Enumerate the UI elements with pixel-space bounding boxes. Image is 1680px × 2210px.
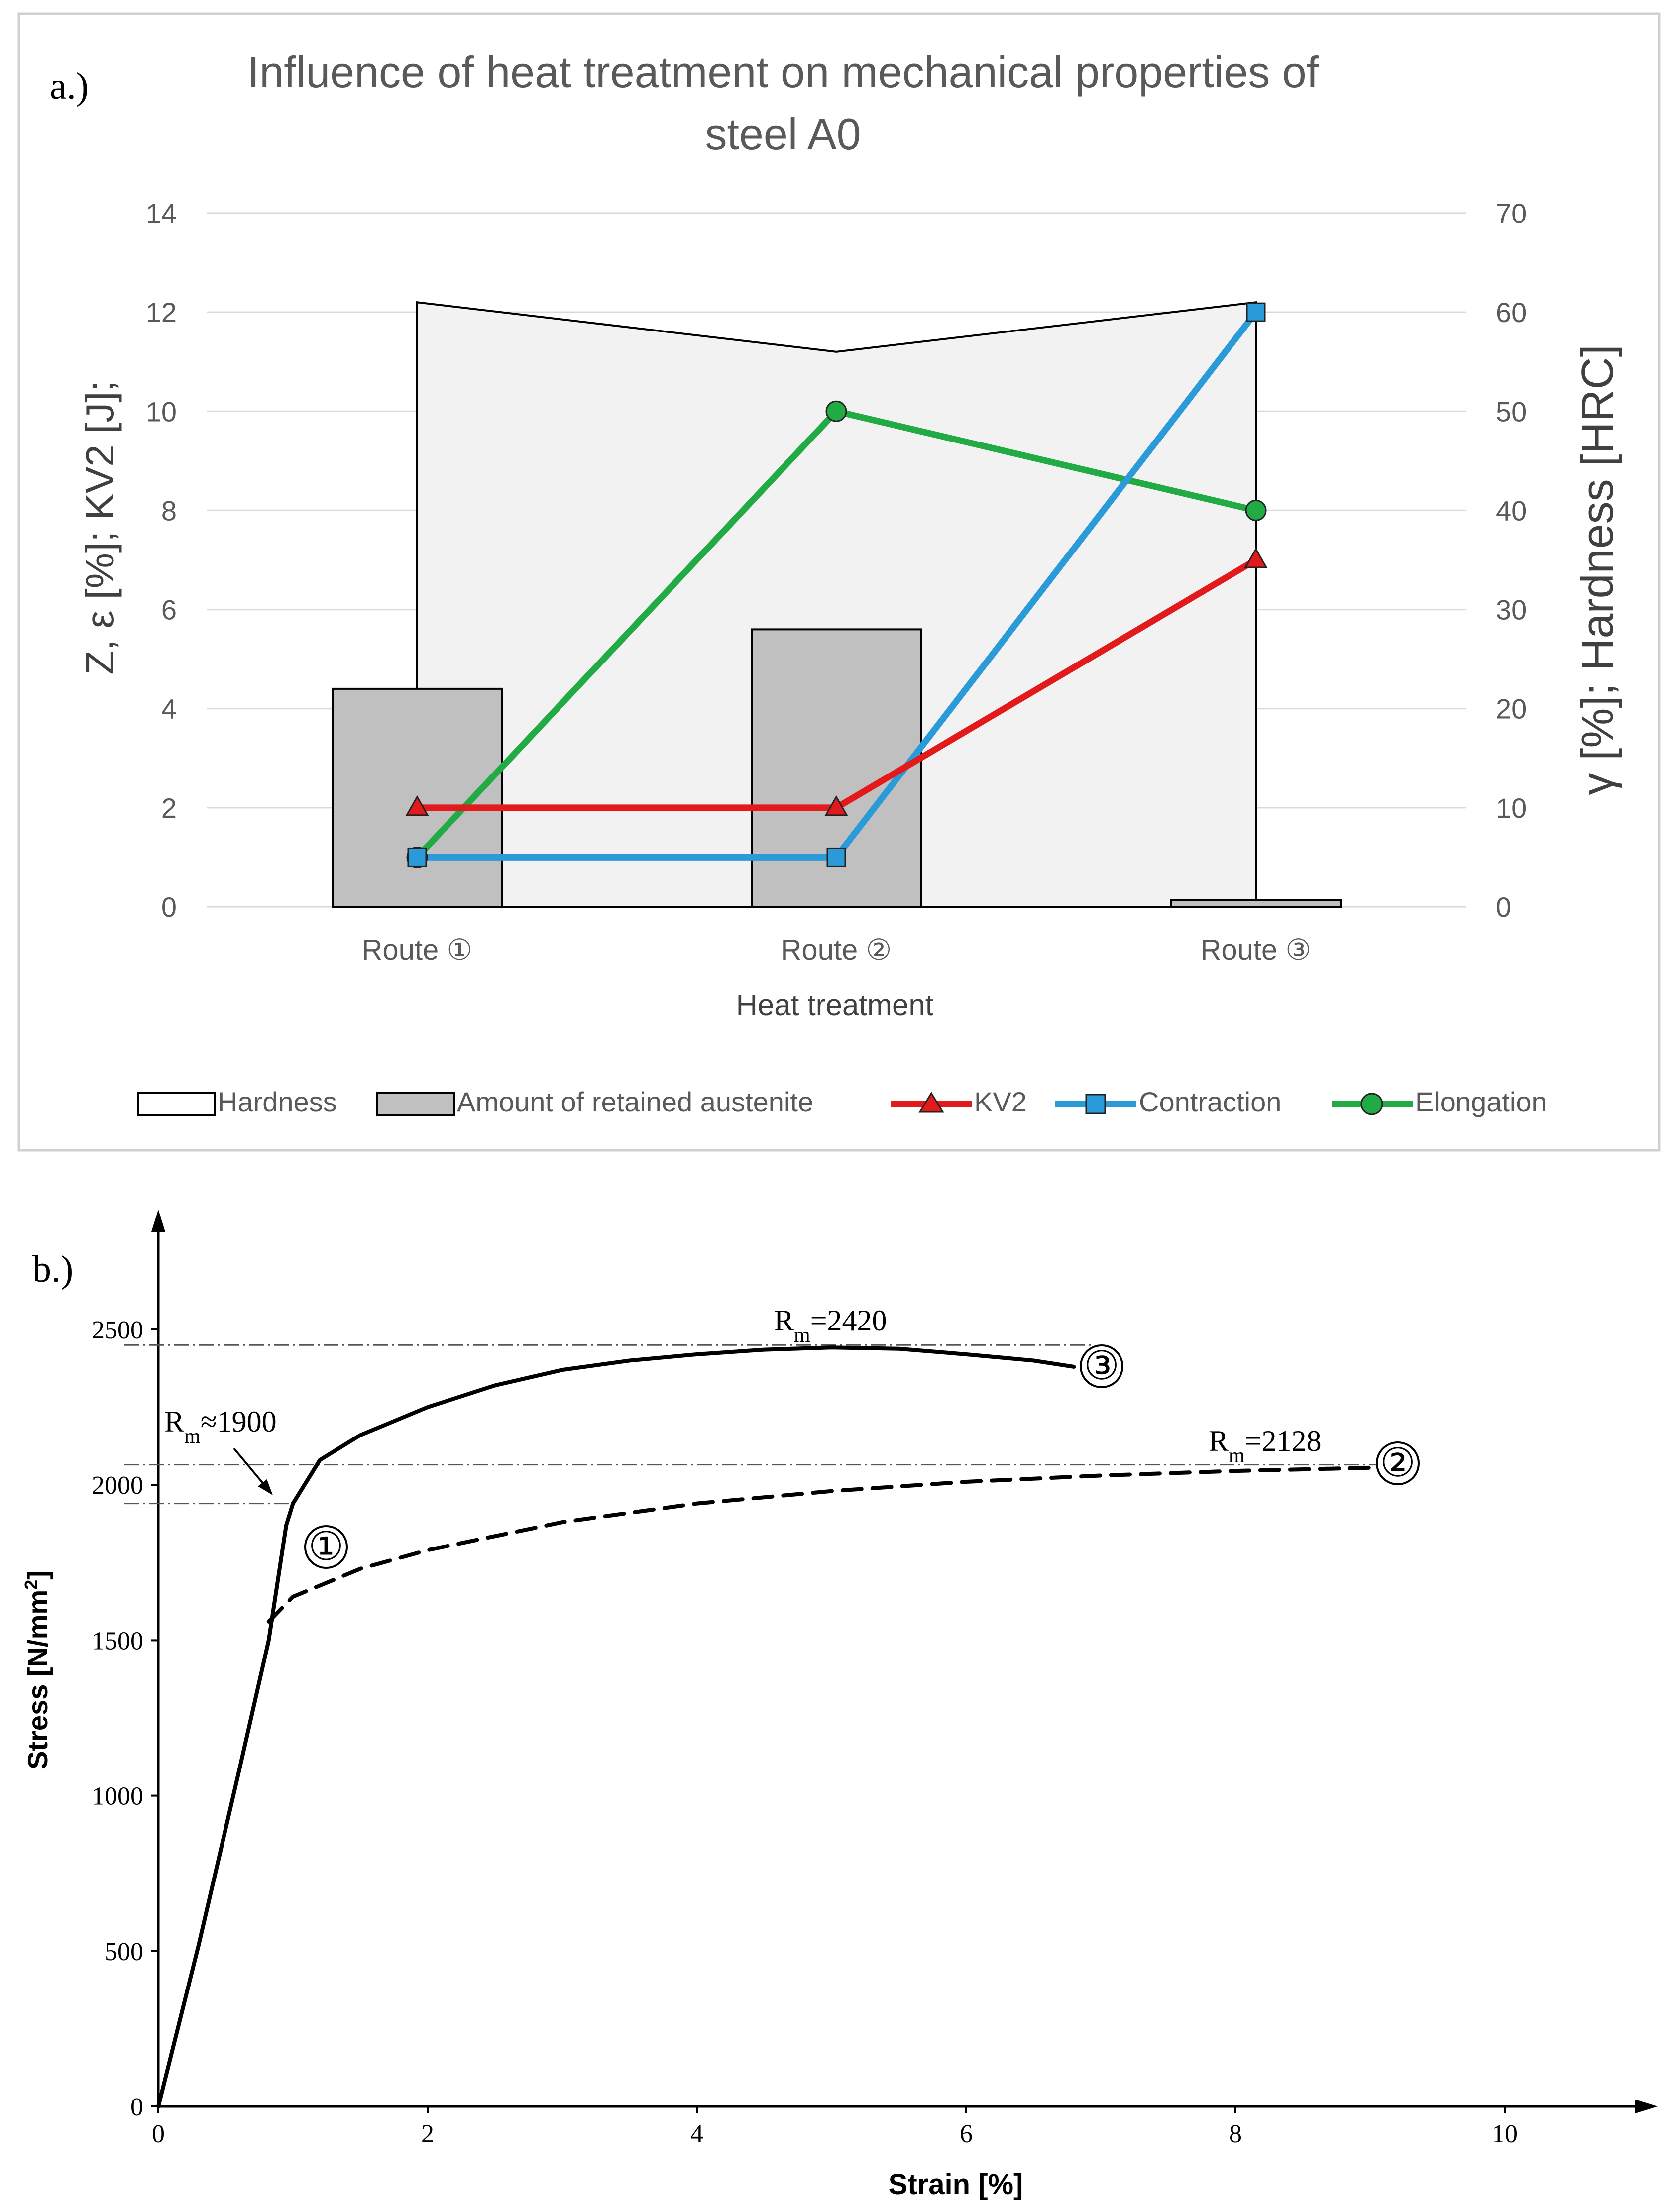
left-tick-label: 10 — [146, 396, 177, 427]
chart-a-hardness-area-layer — [416, 301, 1257, 908]
y-tick-label: 1500 — [92, 1627, 143, 1655]
annotation-rm-2420: Rm=2420 — [774, 1304, 887, 1347]
chart-a-markers-layer — [405, 302, 1268, 868]
legend-austenite-label: Amount of retained austenite — [457, 1086, 813, 1117]
chart-b-reference-lines — [124, 1344, 1384, 1505]
right-tick-label: 60 — [1496, 297, 1527, 328]
y-axis-arrow — [151, 1210, 165, 1232]
chart-b-y-axis-label: Stress [N/mm2] — [21, 1570, 54, 1769]
kv2-point — [824, 795, 848, 816]
y-tick-label: 1000 — [92, 1782, 143, 1811]
y-tick-label: 2500 — [92, 1316, 143, 1344]
legend-elongation-label: Elongation — [1415, 1086, 1547, 1117]
x-tick-label: 6 — [960, 2120, 973, 2148]
y-tick-label: 2000 — [92, 1471, 143, 1500]
contraction-point — [826, 847, 846, 867]
curve-label-1 — [304, 1525, 348, 1569]
curve-label-3-text: ③ — [1084, 1344, 1120, 1388]
left-tick-label: 14 — [146, 198, 177, 229]
annotation-rm-2128: Rm=2128 — [1209, 1425, 1322, 1467]
chart-b-curves — [156, 1345, 1399, 2108]
panel-b-label: b.) — [32, 1248, 73, 1290]
category-label: Route ③ — [1201, 934, 1312, 966]
elongation-point — [825, 400, 847, 422]
panel-a-label: a.) — [50, 65, 89, 107]
curve-label-3 — [1080, 1344, 1123, 1388]
hardness-area — [416, 301, 1257, 908]
chart-a-x-axis-label: Heat treatment — [736, 989, 934, 1022]
right-tick-label: 10 — [1496, 792, 1527, 824]
left-tick-label: 12 — [146, 297, 177, 328]
chart-a-title-line2: steel A0 — [705, 110, 861, 159]
legend-kv2-triangle-marker — [918, 1092, 944, 1113]
x-axis-arrow — [1635, 2100, 1658, 2113]
legend-hardness-label: Hardness — [218, 1086, 337, 1117]
chart-a-legend: Hardness Amount of retained austenite KV… — [137, 1086, 1547, 1117]
x-tick-label: 0 — [152, 2120, 165, 2148]
annotation-rm-1900: Rm≈1900 — [164, 1405, 277, 1448]
annotation-arrowhead — [258, 1479, 273, 1495]
right-tick-label: 50 — [1496, 396, 1527, 427]
chart-a-right-ticks: 0 10 20 30 40 50 60 70 — [1496, 198, 1527, 923]
stress-strain-curve-② — [266, 1464, 1399, 1624]
legend-hardness-swatch — [137, 1092, 216, 1116]
curve-label-2-text: ② — [1380, 1441, 1416, 1485]
right-tick-label: 0 — [1496, 891, 1511, 923]
chart-b-ticks: 0 2 4 6 8 10 0 500 1000 1500 2000 2500 — [92, 1316, 1518, 2148]
chart-a-category-labels: Route ① Route ② Route ③ — [362, 934, 1312, 966]
chart-a-right-axis-label: γ [%]; Hardness [HRC] — [1573, 344, 1623, 795]
legend-contraction-square-marker — [1085, 1094, 1106, 1114]
legend-austenite-swatch — [376, 1092, 455, 1116]
right-tick-label: 30 — [1496, 594, 1527, 626]
chart-a-left-axis-label: Z, ε [%]; KV2 [J]; — [78, 380, 122, 674]
left-tick-label: 0 — [161, 891, 177, 923]
legend-kv2-label: KV2 — [974, 1086, 1027, 1117]
category-label: Route ① — [362, 934, 473, 966]
legend-contraction-label: Contraction — [1139, 1086, 1281, 1117]
category-label: Route ② — [781, 934, 892, 966]
chart-b-x-axis-label: Strain [%] — [889, 2168, 1023, 2201]
stress-strain-curve-① — [156, 1501, 295, 2108]
kv2-point — [1244, 547, 1268, 568]
y-tick-label: 500 — [105, 1938, 143, 1966]
contraction-point — [407, 847, 427, 867]
chart-a-left-ticks: 0 2 4 6 8 10 12 14 — [146, 198, 177, 923]
right-tick-label: 20 — [1496, 693, 1527, 725]
curve-label-2 — [1376, 1441, 1420, 1485]
chart-a-title-line1: Influence of heat treatment on mechanica… — [247, 47, 1319, 97]
x-tick-label: 2 — [421, 2120, 434, 2148]
legend-elongation-circle-marker — [1360, 1093, 1383, 1115]
right-tick-label: 70 — [1496, 198, 1527, 229]
chart-b-axes — [151, 1210, 1658, 2113]
kv2-point — [405, 795, 429, 816]
austenite-bar — [1170, 899, 1342, 908]
stress-strain-curve-③ — [291, 1345, 1076, 1506]
contraction-point — [1246, 302, 1266, 322]
left-tick-label: 8 — [161, 495, 177, 526]
x-tick-label: 8 — [1229, 2120, 1242, 2148]
y-tick-label: 0 — [130, 2093, 143, 2121]
left-tick-label: 4 — [161, 693, 177, 725]
left-tick-label: 6 — [161, 594, 177, 626]
x-tick-label: 4 — [690, 2120, 703, 2148]
right-tick-label: 40 — [1496, 495, 1527, 526]
x-tick-label: 10 — [1492, 2120, 1518, 2148]
elongation-point — [1245, 499, 1267, 521]
curve-label-1-text: ① — [308, 1525, 344, 1569]
left-tick-label: 2 — [161, 792, 177, 824]
